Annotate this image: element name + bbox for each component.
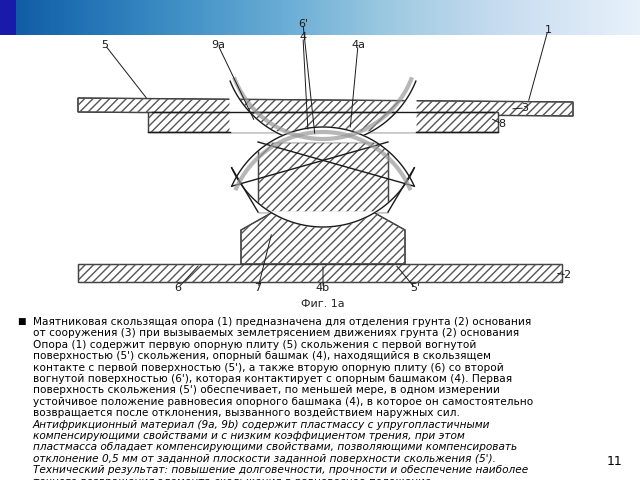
Text: 6': 6' xyxy=(298,19,308,29)
Text: 9а: 9а xyxy=(211,40,225,50)
Text: 5': 5' xyxy=(410,283,420,293)
Text: точного возвращения элемента скольжения в равновесное положение: точного возвращения элемента скольжения … xyxy=(33,477,431,480)
Polygon shape xyxy=(230,81,416,144)
Text: 6: 6 xyxy=(175,283,182,293)
Text: устойчивое положение равновесия опорного башмака (4), в которое он самостоятельн: устойчивое положение равновесия опорного… xyxy=(33,397,533,407)
Text: компенсирующими свойствами и с низким коэффициентом трения, при этом: компенсирующими свойствами и с низким ко… xyxy=(33,431,465,441)
Text: Антифрикционный материал (9а, 9b) содержит пластмассу с упругопластичными: Антифрикционный материал (9а, 9b) содерж… xyxy=(33,420,490,430)
Text: 4а: 4а xyxy=(351,40,365,50)
Text: 8: 8 xyxy=(499,119,506,129)
Text: 11: 11 xyxy=(606,455,622,468)
Text: ■: ■ xyxy=(17,317,26,326)
Text: поверхность скольжения (5') обеспечивает, по меньшей мере, в одном измерении: поверхность скольжения (5') обеспечивает… xyxy=(33,385,500,396)
Text: 4b: 4b xyxy=(316,283,330,293)
Text: Технический результат: повышение долговечности, прочности и обеспечение наиболее: Технический результат: повышение долгове… xyxy=(33,465,528,475)
Polygon shape xyxy=(232,168,414,227)
Text: 5: 5 xyxy=(102,40,109,50)
Polygon shape xyxy=(78,264,562,282)
Polygon shape xyxy=(148,112,498,132)
Text: вогнутой поверхностью (6'), которая контактирует с опорным башмаком (4). Первая: вогнутой поверхностью (6'), которая конт… xyxy=(33,374,512,384)
Text: поверхностью (5') скольжения, опорный башмак (4), находящийся в скользящем: поверхностью (5') скольжения, опорный ба… xyxy=(33,351,491,361)
Text: пластмасса обладает компенсирующими свойствами, позволяющими компенсировать: пластмасса обладает компенсирующими свой… xyxy=(33,443,517,452)
Text: 1: 1 xyxy=(545,25,552,35)
Text: 7: 7 xyxy=(255,283,262,293)
Polygon shape xyxy=(232,127,414,186)
Text: возвращается после отклонения, вызванного воздействием наружных сил.: возвращается после отклонения, вызванног… xyxy=(33,408,460,418)
Bar xyxy=(0,0,16,35)
Text: контакте с первой поверхностью (5'), а также вторую опорную плиту (6) со второй: контакте с первой поверхностью (5'), а т… xyxy=(33,362,504,372)
Text: отклонение 0,5 мм от заданной плоскости заданной поверхности скольжения (5').: отклонение 0,5 мм от заданной плоскости … xyxy=(33,454,496,464)
Polygon shape xyxy=(241,212,405,264)
Text: Фиг. 1а: Фиг. 1а xyxy=(301,299,345,309)
Text: Опора (1) содержит первую опорную плиту (5) скольжения с первой вогнутой: Опора (1) содержит первую опорную плиту … xyxy=(33,340,476,350)
Text: от сооружения (3) при вызываемых землетрясением движениях грунта (2) основания: от сооружения (3) при вызываемых землетр… xyxy=(33,328,519,338)
Polygon shape xyxy=(258,142,388,212)
Text: Маятниковая скользящая опора (1) предназначена для отделения грунта (2) основани: Маятниковая скользящая опора (1) предназ… xyxy=(33,317,531,327)
Text: 3: 3 xyxy=(522,103,529,113)
Text: 4: 4 xyxy=(300,32,307,42)
Text: 2: 2 xyxy=(563,270,571,280)
Polygon shape xyxy=(78,98,573,116)
